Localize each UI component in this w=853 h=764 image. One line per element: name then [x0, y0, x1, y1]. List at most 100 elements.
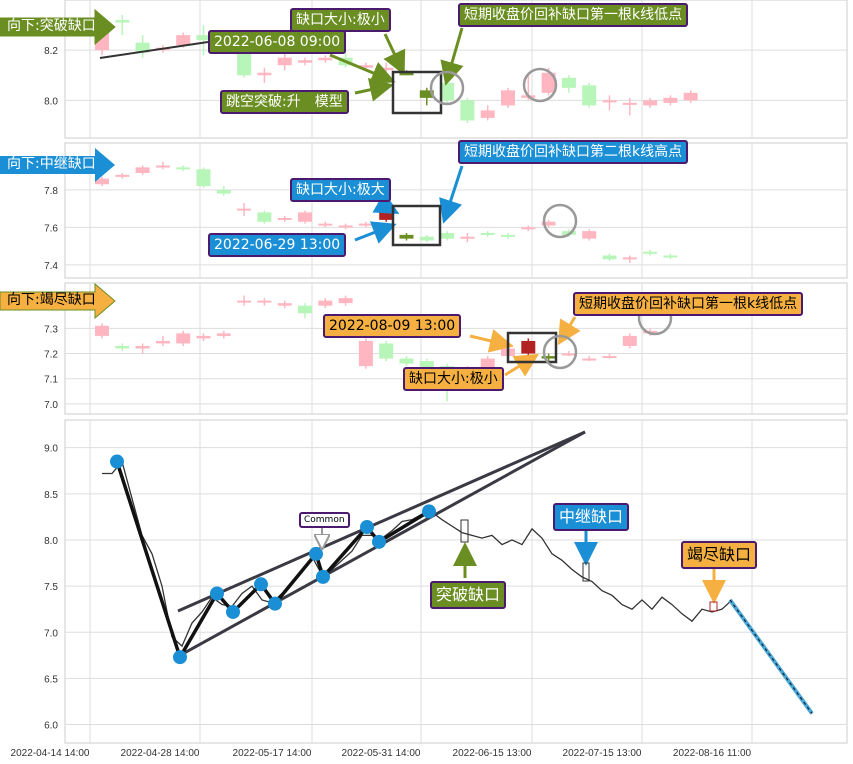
- candle-body: [216, 333, 231, 336]
- y-tick-label: 7.2: [44, 350, 58, 361]
- candle-body: [176, 333, 191, 344]
- candle-body: [237, 300, 252, 303]
- candle-body: [602, 356, 617, 359]
- candle-body: [379, 212, 394, 220]
- candle-body: [480, 110, 495, 118]
- pivot-point: [422, 504, 436, 519]
- panel-3: 7.0 7.1 7.2 7.3: [44, 282, 848, 415]
- y-tick-label: 8.0: [44, 96, 58, 107]
- y-tick-label: 6.5: [44, 674, 58, 685]
- direction-arrow-shape: [0, 8, 116, 46]
- y-tick-label: 7.0: [44, 628, 58, 639]
- candle-body: [582, 85, 597, 106]
- candle-body: [196, 169, 211, 187]
- candle-body: [338, 225, 353, 228]
- candle-body: [115, 20, 130, 23]
- candle-body: [95, 178, 109, 185]
- pivot-point: [173, 650, 187, 665]
- pivot-point: [360, 520, 374, 535]
- candle-body: [298, 305, 312, 314]
- panel3-fill-label: 短期收盘价回补缺口第一根k线低点: [573, 292, 804, 316]
- candle-body: [298, 60, 312, 63]
- y-tick-label: 7.4: [44, 261, 58, 272]
- candle-body: [480, 358, 495, 369]
- direction-arrow-shape: [0, 282, 116, 320]
- x-tick-label: 2022-06-15 13:00: [453, 748, 532, 759]
- pivot-point: [226, 604, 240, 619]
- candle-body: [95, 325, 109, 336]
- candle-body: [582, 358, 597, 361]
- candle-body: [663, 97, 678, 103]
- candle-body: [358, 340, 373, 367]
- candle-body: [561, 77, 576, 88]
- gap-box: [506, 331, 558, 364]
- y-tick-label: 7.0: [44, 400, 58, 411]
- candle-body: [541, 72, 556, 93]
- pivot-point: [309, 546, 323, 561]
- candle-body: [582, 231, 597, 239]
- candle-body: [480, 233, 495, 235]
- candle-body: [338, 298, 353, 304]
- candle-body: [318, 57, 333, 61]
- candle-body: [196, 35, 211, 41]
- candle-body: [155, 340, 170, 344]
- y-tick-label: 6.0: [44, 721, 58, 732]
- annotations: [0, 8, 726, 612]
- candle-body: [277, 57, 292, 66]
- candle-body: [521, 227, 536, 230]
- candle-body: [643, 251, 658, 254]
- panel1-fill-label: 短期收盘价回补缺口第一根k线低点: [458, 3, 689, 27]
- gap-box: [391, 70, 443, 115]
- plot-area: [64, 0, 848, 139]
- candle-body: [399, 234, 414, 239]
- candle-body: [460, 236, 475, 239]
- panel2-title: 向下:中继缺口: [7, 156, 96, 172]
- panel3-title: 向下:竭尽缺口: [7, 292, 96, 308]
- candle-body: [622, 102, 637, 105]
- candle-body: [257, 72, 272, 76]
- x-tick-label: 2022-04-14 14:00: [11, 748, 90, 759]
- panel1-date-label: 2022-06-08 09:00: [208, 30, 347, 54]
- candle-body: [176, 167, 191, 170]
- projection-dash: [729, 599, 813, 714]
- candle-body: [440, 82, 455, 101]
- candle-body: [237, 52, 252, 76]
- candle-body: [318, 223, 333, 226]
- common-gap-label: Common: [299, 512, 350, 528]
- candle-body: [440, 233, 455, 239]
- candle-body: [115, 345, 130, 349]
- candle-body: [521, 340, 536, 354]
- x-tick-label: 2022-05-17 14:00: [233, 748, 312, 759]
- candle-body: [622, 335, 637, 346]
- pivot-point: [110, 454, 124, 469]
- y-tick-label: 7.6: [44, 223, 58, 234]
- candle-body: [257, 212, 272, 222]
- breakaway-gap-label: 突破缺口: [430, 581, 507, 609]
- candle-body: [277, 218, 292, 220]
- pivot-point: [254, 577, 268, 592]
- candle-body: [643, 100, 658, 106]
- panel1-title: 向下:突破缺口: [7, 18, 96, 34]
- candle-body: [277, 303, 292, 306]
- candle-body: [358, 65, 373, 68]
- panel3-date-label: 2022-08-09 13:00: [323, 314, 462, 338]
- candle-body: [176, 35, 191, 46]
- panel-2: 7.4 7.6 7.8: [44, 142, 848, 279]
- candle-body: [399, 358, 414, 364]
- candle-body: [602, 100, 617, 103]
- y-tick-label: 8.5: [44, 490, 58, 501]
- panel-1: 8.0 8.2: [44, 0, 848, 139]
- exhaustion-gap-label: 竭尽缺口: [681, 541, 758, 569]
- plot-area: [64, 142, 848, 279]
- candle-body: [541, 221, 556, 226]
- candle-body: [460, 100, 475, 121]
- y-tick-label: 7.3: [44, 324, 58, 335]
- gap-box: [391, 204, 442, 247]
- candle-body: [257, 300, 272, 303]
- runaway-gap-label: 中继缺口: [553, 503, 630, 531]
- x-tick-label: 2022-04-28 14:00: [121, 748, 200, 759]
- candle-body: [561, 353, 576, 356]
- candle-body: [419, 90, 434, 98]
- panel2-fill-label: 短期收盘价回补缺口第二根k线高点: [458, 140, 689, 164]
